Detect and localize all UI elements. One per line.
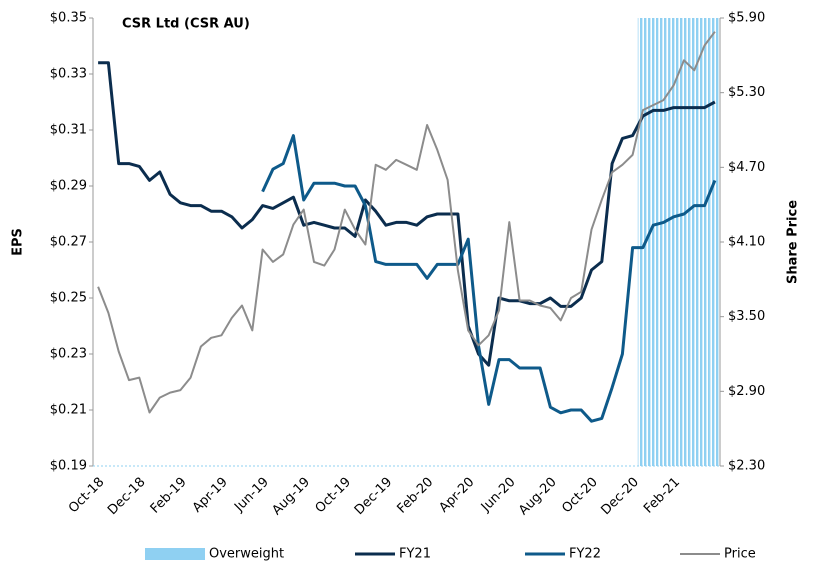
overweight-bar <box>689 18 700 466</box>
x-tick-label: Dec-19 <box>352 475 395 518</box>
x-tick-label: Feb-21 <box>641 475 683 517</box>
series-line <box>97 31 716 414</box>
x-tick-label: Jun-20 <box>478 475 519 516</box>
overweight-bar <box>658 18 669 466</box>
plot-area <box>97 18 720 466</box>
y2-tick-label: $4.10 <box>728 235 765 250</box>
x-tick-label: Dec-18 <box>105 475 148 518</box>
legend-label: FY22 <box>569 547 601 562</box>
y-axis-title: EPS <box>11 228 26 256</box>
overweight-bar <box>678 18 690 466</box>
y-tick-label: $0.21 <box>50 403 87 418</box>
x-tick-label: Oct-18 <box>66 475 108 517</box>
y-tick-label: $0.31 <box>50 123 87 138</box>
y2-tick-label: $3.50 <box>728 309 765 324</box>
legend-label: FY21 <box>399 547 431 562</box>
y2-tick-label: $2.90 <box>728 384 765 399</box>
overweight-bar <box>668 18 679 466</box>
legend-label: Overweight <box>209 547 284 562</box>
y-tick-label: $0.19 <box>50 459 87 474</box>
y2-axis-title: Share Price <box>786 200 801 284</box>
y-tick-label: $0.25 <box>50 291 87 306</box>
overweight-bar <box>637 18 649 466</box>
x-tick-label: Aug-20 <box>516 475 560 519</box>
y2-tick-label: $2.30 <box>728 459 765 474</box>
y2-tick-label: $5.30 <box>728 85 765 100</box>
y-tick-label: $0.27 <box>50 235 87 250</box>
x-tick-label: Apr-19 <box>190 475 231 516</box>
x-tick-label: Feb-20 <box>394 475 436 517</box>
x-tick-label: Dec-20 <box>599 475 642 518</box>
y-tick-label: $0.35 <box>50 11 87 26</box>
overweight-bar <box>709 18 720 466</box>
y2-tick-label: $5.90 <box>728 11 765 26</box>
x-tick-label: Aug-19 <box>269 475 313 519</box>
x-tick-label: Feb-19 <box>148 475 190 517</box>
legend-swatch <box>145 548 205 560</box>
overweight-bar <box>699 18 710 466</box>
series-line <box>261 134 717 423</box>
x-tick-label: Oct-19 <box>313 475 355 517</box>
y-tick-label: $0.29 <box>50 179 87 194</box>
x-tick-label: Oct-20 <box>559 475 601 517</box>
chart-title: CSR Ltd (CSR AU) <box>122 17 250 32</box>
y-tick-label: $0.23 <box>50 347 87 362</box>
series-line <box>98 61 716 367</box>
x-tick-label: Jun-19 <box>231 475 272 516</box>
x-tick-label: Apr-20 <box>437 475 478 516</box>
y-tick-label: $0.33 <box>50 67 87 82</box>
y2-tick-label: $4.70 <box>728 160 765 175</box>
overweight-bar <box>648 18 659 466</box>
legend-label: Price <box>724 547 756 562</box>
